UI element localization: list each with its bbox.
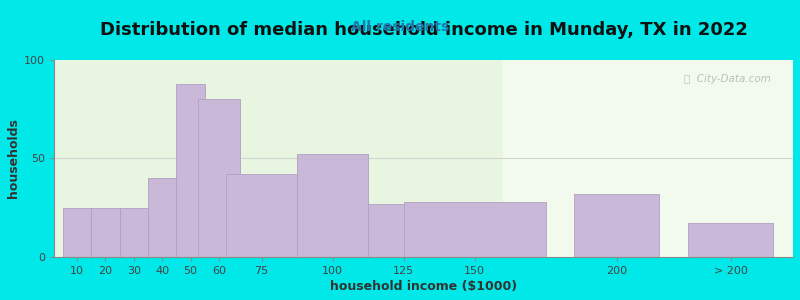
Bar (574, 194, 659, 257)
Bar (119, 208, 148, 257)
Text: ⓘ  City-Data.com: ⓘ City-Data.com (684, 74, 771, 84)
Bar (688, 224, 773, 257)
Bar (91, 208, 119, 257)
Bar (176, 84, 205, 257)
Bar (297, 154, 368, 257)
Bar (148, 178, 176, 257)
X-axis label: household income ($1000): household income ($1000) (330, 280, 517, 293)
Bar (404, 202, 546, 257)
Bar (198, 99, 240, 257)
Bar (503, 60, 793, 257)
Bar (226, 174, 297, 257)
Text: All residents: All residents (351, 20, 449, 34)
Bar (62, 208, 91, 257)
Title: Distribution of median household income in Munday, TX in 2022: Distribution of median household income … (100, 21, 747, 39)
Bar (368, 204, 439, 257)
Y-axis label: households: households (7, 118, 20, 198)
